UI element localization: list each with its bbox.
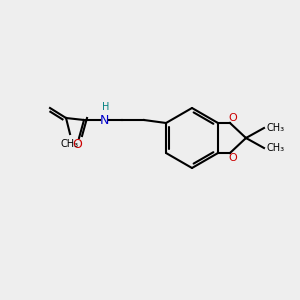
- Text: O: O: [72, 137, 82, 151]
- Text: H: H: [102, 102, 110, 112]
- Text: CH₃: CH₃: [267, 123, 285, 133]
- Text: CH₃: CH₃: [267, 143, 285, 153]
- Text: CH₃: CH₃: [61, 139, 79, 149]
- Text: O: O: [229, 153, 237, 163]
- Text: N: N: [99, 113, 109, 127]
- Text: O: O: [229, 113, 237, 123]
